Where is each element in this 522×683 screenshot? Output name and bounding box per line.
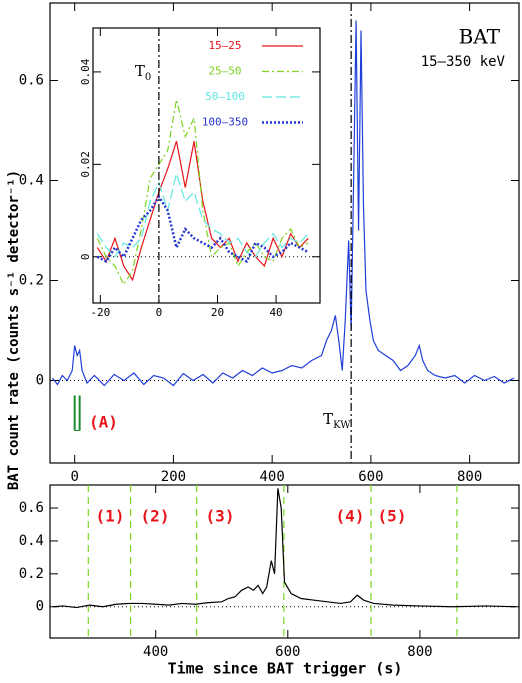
y-tick-label: 0.4 bbox=[19, 173, 44, 189]
marker-label-sub: 0 bbox=[145, 72, 151, 83]
series-line bbox=[51, 20, 515, 387]
x-tick-label: -20 bbox=[90, 306, 110, 319]
x-tick-label: 600 bbox=[358, 469, 383, 485]
x-tick-label: 400 bbox=[143, 644, 168, 660]
plot-frame bbox=[49, 484, 520, 639]
series-line bbox=[96, 141, 309, 282]
y-tick-label: 0.2 bbox=[19, 566, 44, 582]
y-tick-label: 0.6 bbox=[19, 73, 44, 89]
x-tick-label: 20 bbox=[211, 306, 224, 319]
y-axis-label: BAT count rate (counts s⁻¹ detector⁻¹) bbox=[6, 170, 22, 490]
x-tick-label: 40 bbox=[269, 306, 282, 319]
x-tick-label: 800 bbox=[457, 469, 482, 485]
series-line bbox=[96, 171, 309, 258]
x-tick-label: 0 bbox=[156, 306, 163, 319]
marker-label-main: T bbox=[135, 62, 145, 80]
y-tick-label: 0 bbox=[36, 373, 44, 389]
interval-label: (1) bbox=[96, 507, 125, 526]
legend-label: 25–50 bbox=[208, 65, 241, 78]
event-label: (A) bbox=[89, 413, 118, 432]
y-tick-label: 0.6 bbox=[19, 500, 44, 516]
series-line bbox=[96, 194, 309, 264]
interval-label: (5) bbox=[378, 507, 407, 526]
marker-label-main: T bbox=[323, 410, 333, 428]
marker-label: T0 bbox=[135, 62, 151, 83]
legend-label: 15–25 bbox=[208, 39, 241, 52]
x-tick-label: 800 bbox=[407, 644, 432, 660]
y-tick-label: 0.4 bbox=[19, 533, 44, 549]
marker-label: TKW bbox=[323, 410, 351, 431]
y-tick-label: 0 bbox=[36, 599, 44, 615]
x-axis-label: Time since BAT trigger (s) bbox=[168, 660, 403, 678]
legend-label: 100–350 bbox=[202, 116, 248, 129]
interval-label: (4) bbox=[336, 507, 365, 526]
chart-subtitle: 15–350 keV bbox=[421, 54, 506, 70]
plot-frame bbox=[92, 27, 321, 304]
x-tick-label: 200 bbox=[161, 469, 186, 485]
interval-label: (3) bbox=[206, 507, 235, 526]
series-line bbox=[96, 99, 309, 286]
interval-label: (2) bbox=[141, 507, 170, 526]
y-tick-label: 0.04 bbox=[79, 58, 92, 85]
x-tick-label: 400 bbox=[260, 469, 285, 485]
x-tick-label: 600 bbox=[275, 644, 300, 660]
chart-title: BAT bbox=[459, 25, 501, 49]
x-tick-label: 0 bbox=[70, 469, 78, 485]
marker-label-sub: KW bbox=[333, 420, 351, 431]
series-line bbox=[53, 488, 516, 609]
y-tick-label: 0.2 bbox=[19, 273, 44, 289]
y-tick-label: 0.02 bbox=[79, 151, 92, 178]
legend-label: 50–100 bbox=[205, 90, 245, 103]
y-tick-label: 0 bbox=[79, 253, 92, 260]
